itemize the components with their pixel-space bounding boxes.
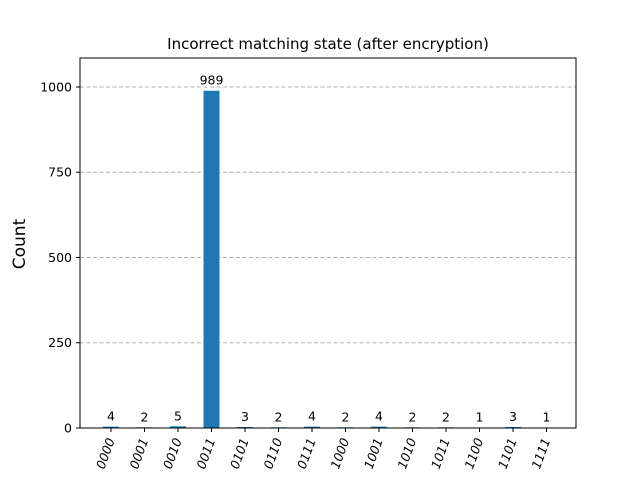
y-axis-ticks: 0 250 500 750 1000 (40, 79, 80, 436)
chart-title: Incorrect matching state (after encrypti… (167, 35, 489, 53)
y-axis-label: Count (10, 218, 30, 269)
data-label-1001: 4 (375, 409, 383, 424)
data-label-1100: 1 (476, 410, 484, 425)
bar-0111 (304, 426, 320, 428)
data-label-1000: 2 (342, 409, 350, 424)
x-tick-label: 1111 (528, 436, 553, 471)
data-label-1010: 2 (409, 409, 417, 424)
bar-1101 (505, 426, 521, 428)
grid-lines (80, 86, 576, 344)
data-label-0101: 3 (241, 409, 249, 424)
bar-0101 (237, 426, 253, 428)
x-tick-label: 0101 (227, 436, 252, 471)
data-label-0010: 5 (174, 408, 182, 423)
bar-0011 (203, 90, 220, 428)
data-labels: 4 2 5 989 3 2 4 2 4 2 2 1 3 1 (107, 73, 550, 425)
data-label-0011: 989 (200, 73, 224, 88)
x-tick-label: 1010 (394, 436, 419, 471)
x-tick-label: 1001 (361, 436, 386, 471)
bar-0010 (170, 426, 186, 428)
bar-0000 (103, 426, 119, 428)
data-label-0111: 4 (308, 409, 316, 424)
data-label-1101: 3 (509, 409, 517, 424)
y-tick-label: 250 (48, 335, 72, 350)
x-tick-label: 1101 (495, 436, 520, 471)
x-tick-label: 0010 (160, 436, 185, 471)
x-tick-label: 1000 (327, 436, 352, 471)
x-tick-label: 1011 (428, 436, 453, 471)
x-tick-label: 0110 (260, 436, 285, 471)
y-tick-label: 0 (64, 421, 72, 436)
x-tick-label: 0000 (93, 436, 118, 471)
plot-frame (79, 57, 577, 429)
x-tick-label: 0111 (294, 436, 319, 471)
y-tick-label: 1000 (40, 79, 72, 94)
y-tick-label: 750 (48, 165, 72, 180)
data-label-0000: 4 (107, 409, 115, 424)
x-tick-label: 0001 (126, 436, 151, 471)
x-tick-label: 1100 (461, 436, 486, 471)
y-tick-label: 500 (48, 250, 72, 265)
bar-1001 (371, 426, 387, 428)
data-label-0001: 2 (141, 409, 149, 424)
bars (103, 90, 555, 428)
x-tick-label: 0011 (193, 436, 218, 471)
x-axis-ticks: 0000 0001 0010 0011 0101 0110 0111 1000 1001 1010… (93, 428, 553, 471)
data-label-0110: 2 (275, 409, 283, 424)
data-label-1011: 2 (442, 409, 450, 424)
data-label-1111: 1 (543, 410, 551, 425)
